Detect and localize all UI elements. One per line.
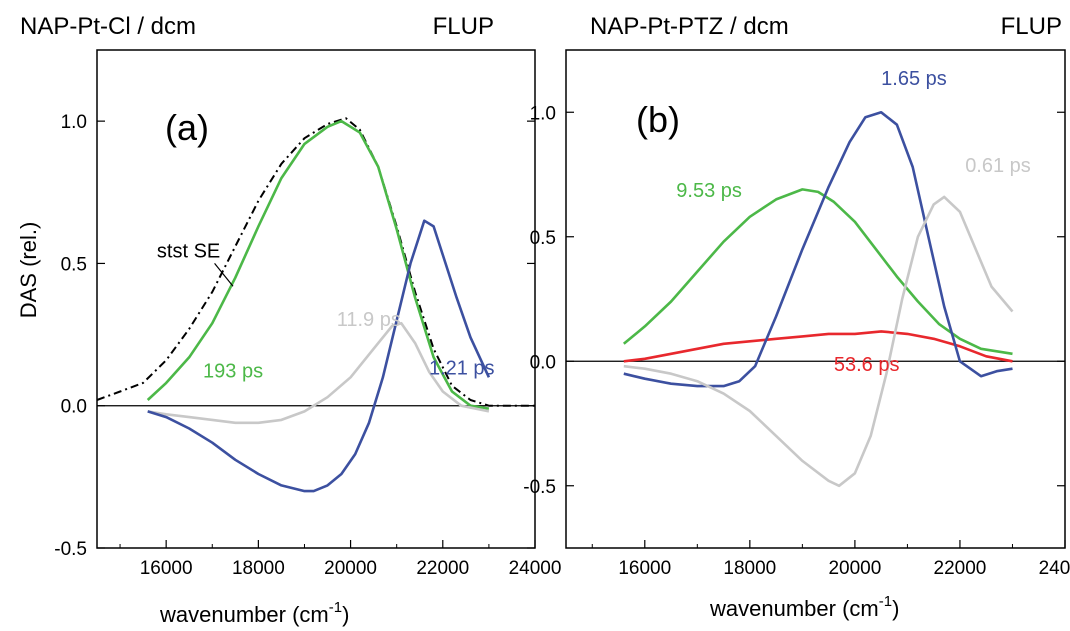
panel-a-xtick-label: 24000 [509, 558, 562, 579]
panel-b-xtick-label: 16000 [618, 558, 671, 579]
panel-b-annotation-1-65-ps: 1.65 ps [881, 68, 947, 90]
panel-b-xtick-label: 20000 [828, 558, 881, 579]
panel-b-ytick-label: 0.5 [530, 228, 556, 249]
panel-b-annotation-53-6-ps: 53.6 ps [834, 354, 900, 376]
panel-b-xtick-label: 22000 [934, 558, 987, 579]
panel-b-series-9-53-ps [622, 188, 1013, 356]
panel-a-annotation-11-9-ps: 11.9 ps [337, 309, 401, 331]
panel-a-series-11-9-ps [147, 321, 490, 425]
panel-a-ytick-label: 0.5 [61, 254, 87, 275]
panel-a-series-stst-se [97, 117, 535, 407]
panel-b-title-right: FLUP [1001, 13, 1062, 40]
panel-a-series-1-21-ps [147, 219, 491, 493]
panel-b-series-53-6-ps [623, 330, 1013, 363]
panel-a-annotation-193-ps: 193 ps [203, 360, 263, 382]
panel-a-xtick-label: 16000 [140, 558, 193, 579]
panel-b-frame [565, 49, 1066, 549]
panel-a-plot: 16000 18000 20000 22000 24000 -0.5 0.0 0.5 1.0 st… [54, 49, 562, 579]
panel-a-xlabel: wavenumber (cm-1) [159, 599, 349, 627]
panel-a-annotation-stst-se: stst SE [157, 241, 220, 263]
panel-b-xlabel: wavenumber (cm-1) [709, 593, 899, 621]
panel-b-xtick-label: 18000 [723, 558, 776, 579]
panel-a-xtick-label: 18000 [232, 558, 285, 579]
panel-b-label: (b) [636, 99, 680, 140]
panel-a-ytick-label: 0.0 [61, 397, 87, 418]
panel-a-title-right: FLUP [433, 13, 494, 40]
panel-b-xtick-label: 24000 [1039, 558, 1070, 579]
panel-a-ytick-label: 1.0 [61, 112, 87, 133]
panel-a-frame [96, 49, 536, 549]
panel-b-title-left: NAP-Pt-PTZ / dcm [590, 13, 789, 40]
panel-b-annotation-9-53-ps: 9.53 ps [676, 180, 742, 202]
panel-a-title-left: NAP-Pt-Cl / dcm [20, 13, 196, 40]
panel-a-label: (a) [165, 107, 209, 148]
panel-b-ytick-label: -0.5 [523, 477, 556, 498]
panel-a-series-193-ps [146, 119, 490, 410]
panel-b-annotation-0-61-ps: 0.61 ps [965, 155, 1031, 177]
panel-a-xtick-label: 20000 [324, 558, 377, 579]
panel-a-ytick-label: -0.5 [54, 539, 87, 560]
panel-a-xtick-label: 22000 [416, 558, 469, 579]
panel-a-annotation-1-21-ps: 1.21 ps [429, 357, 495, 379]
panel-b-series-0-61-ps [623, 195, 1014, 488]
panel-b-series-1-65-ps [623, 111, 1013, 388]
panel-b-ytick-label: 1.0 [530, 103, 556, 124]
panel-a-ylabel: DAS (rel.) [16, 222, 41, 319]
panel-b-plot: 16000 18000 20000 22000 24000 -0.5 0.0 0.5 1.0 1.… [523, 49, 1070, 579]
panel-b-ytick-label: 0.0 [530, 352, 556, 373]
panel-a-stst-se-pointer [214, 263, 234, 287]
